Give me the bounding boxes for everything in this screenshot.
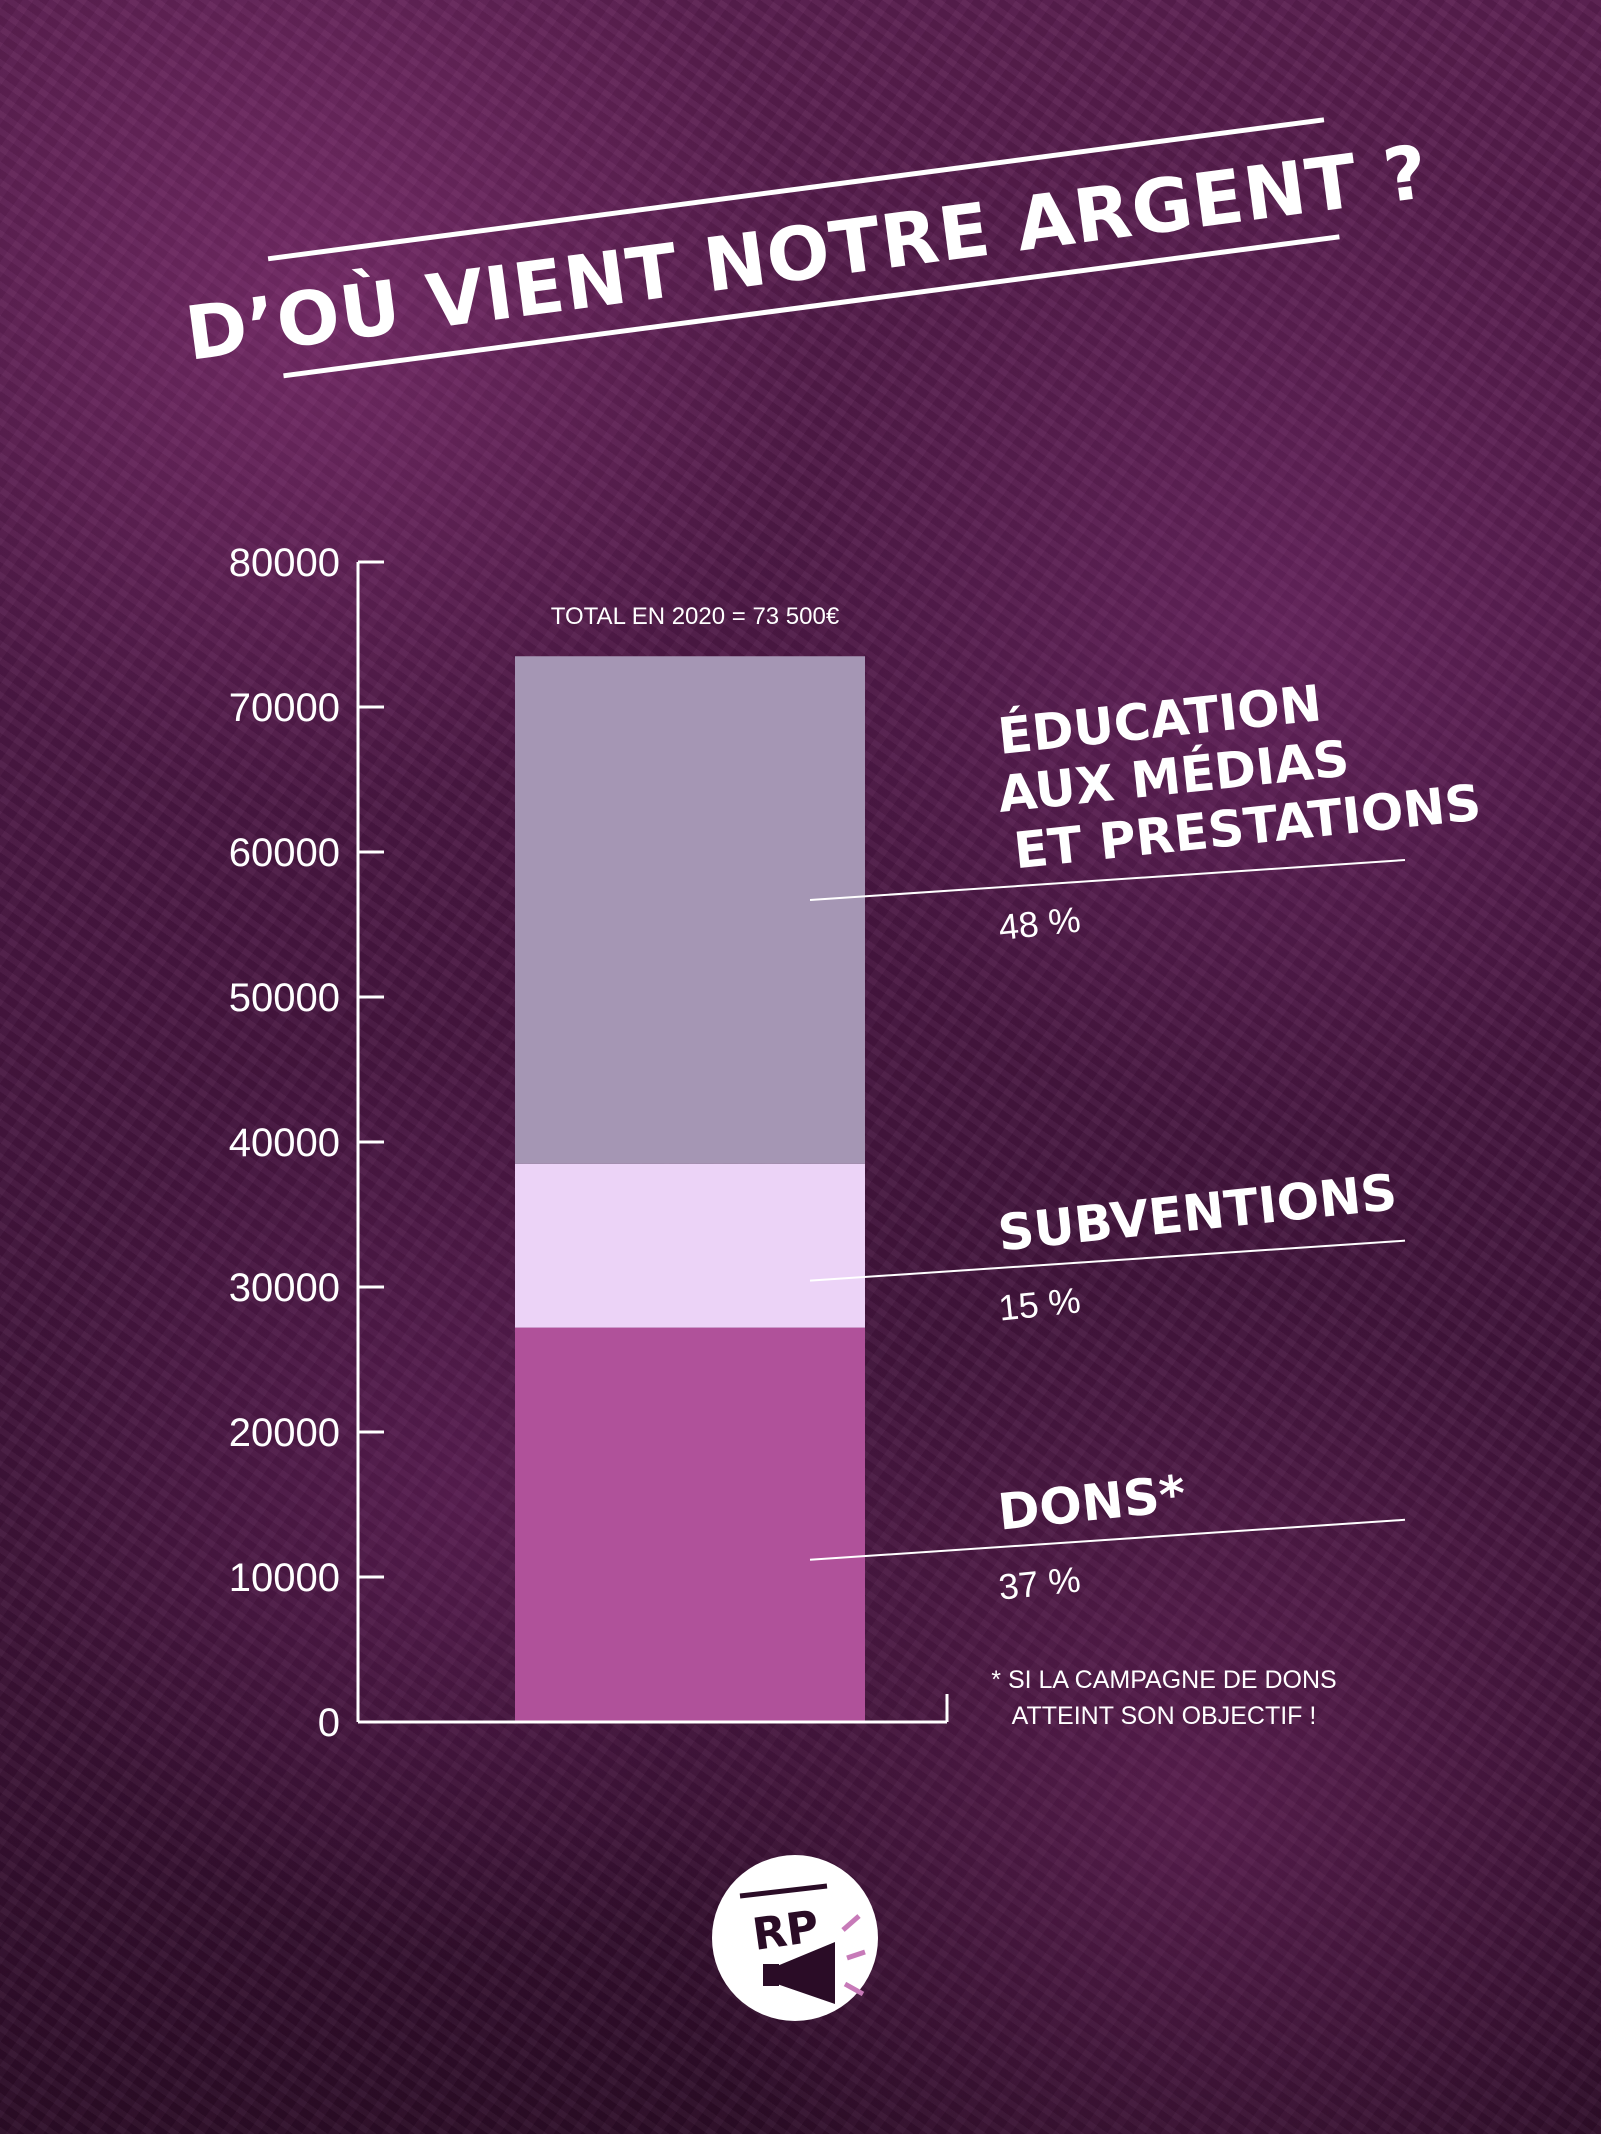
- megaphone-icon: [763, 1914, 866, 2004]
- segment-label: SUBVENTIONS: [995, 1163, 1399, 1263]
- chart-title: D’OÙ VIENT NOTRE ARGENT ?: [180, 127, 1433, 378]
- bar-segment: [515, 1327, 865, 1722]
- footnote: * SI LA CAMPAGNE DE DONS ATTEINT SON OBJE…: [991, 1666, 1336, 1730]
- logo-text: RP: [749, 1901, 822, 1961]
- segment-leader-line: [809, 859, 1406, 901]
- footnote-line: ATTEINT SON OBJECTIF !: [1012, 1702, 1317, 1730]
- y-tick-label: 20000: [229, 1411, 340, 1455]
- segment-label-group: DONS* 37 %: [809, 1464, 1406, 1608]
- y-tick-label: 40000: [229, 1121, 340, 1165]
- bar-stack: [515, 656, 865, 1722]
- y-tick-label: 70000: [229, 686, 340, 730]
- y-tick-label: 10000: [229, 1556, 340, 1600]
- bar-segment: [515, 656, 865, 1164]
- segment-percent: 15 %: [997, 1279, 1083, 1328]
- y-tick-label: 50000: [229, 976, 340, 1020]
- title-banner: D’OÙ VIENT NOTRE ARGENT ?: [180, 117, 1433, 379]
- y-tick-label: 30000: [229, 1266, 340, 1310]
- segment-label: DONS*: [995, 1464, 1188, 1541]
- bar-segment: [515, 1163, 865, 1328]
- segment-leader-line: [809, 1239, 1406, 1282]
- y-tick-label: 60000: [229, 831, 340, 875]
- y-tick-label: 0: [318, 1701, 340, 1745]
- title-rule-bottom: [283, 234, 1340, 379]
- y-tick-label: 80000: [229, 541, 340, 585]
- logo-rule: [739, 1883, 828, 1899]
- logo: RP: [712, 1855, 878, 2021]
- footnote-line: * SI LA CAMPAGNE DE DONS: [991, 1666, 1336, 1694]
- y-axis: 0 10000 20000 30000 40000 50000 60000 70000 8000…: [229, 541, 949, 1745]
- segment-label-group: SUBVENTIONS 15 %: [809, 1163, 1406, 1329]
- segment-leader-line: [809, 1518, 1406, 1561]
- segment-percent: 48 %: [997, 899, 1083, 948]
- segment-percent: 37 %: [997, 1558, 1083, 1607]
- title-rule-top: [267, 117, 1325, 262]
- total-label: TOTAL EN 2020 = 73 500€: [551, 603, 840, 630]
